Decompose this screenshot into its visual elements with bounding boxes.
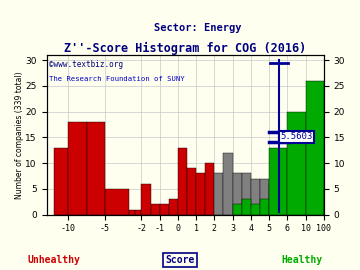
Bar	[214, 174, 224, 215]
Bar	[251, 204, 260, 215]
Bar	[160, 204, 169, 215]
Bar	[269, 148, 287, 215]
Text: Healthy: Healthy	[282, 255, 323, 265]
Bar	[233, 174, 242, 215]
Text: Sector: Energy: Sector: Energy	[154, 23, 242, 33]
Bar	[178, 148, 187, 215]
Bar	[105, 189, 129, 215]
Bar	[287, 112, 306, 215]
Bar	[224, 153, 233, 215]
Text: ©www.textbiz.org: ©www.textbiz.org	[49, 60, 123, 69]
Title: Z''-Score Histogram for COG (2016): Z''-Score Histogram for COG (2016)	[64, 42, 306, 55]
Bar	[269, 204, 278, 215]
Text: Score: Score	[165, 255, 195, 265]
Bar	[129, 210, 135, 215]
Bar	[269, 184, 278, 215]
Bar	[196, 174, 205, 215]
Bar	[150, 204, 160, 215]
Y-axis label: Number of companies (339 total): Number of companies (339 total)	[15, 71, 24, 199]
Text: 5.5603: 5.5603	[280, 133, 312, 141]
Bar	[87, 122, 105, 215]
Bar	[260, 179, 269, 215]
Bar	[169, 199, 178, 215]
Bar	[242, 199, 251, 215]
Bar	[233, 204, 242, 215]
Bar	[68, 122, 87, 215]
Bar	[135, 210, 141, 215]
Bar	[251, 179, 260, 215]
Bar	[278, 179, 287, 215]
Bar	[187, 168, 196, 215]
Bar	[242, 174, 251, 215]
Bar	[141, 184, 150, 215]
Text: Unhealthy: Unhealthy	[28, 255, 80, 265]
Text: The Research Foundation of SUNY: The Research Foundation of SUNY	[49, 76, 185, 82]
Bar	[306, 81, 324, 215]
Bar	[260, 199, 269, 215]
Bar	[54, 148, 68, 215]
Bar	[205, 163, 214, 215]
